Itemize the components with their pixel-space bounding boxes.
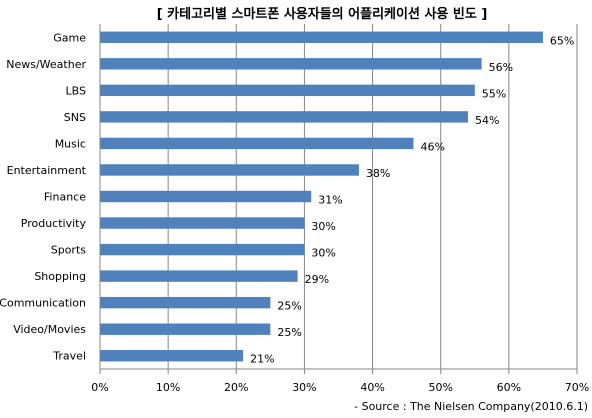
category-label: Sports: [51, 244, 87, 257]
bar: [100, 243, 305, 256]
x-tick-label: 50%: [428, 381, 452, 394]
bar: [100, 137, 414, 150]
category-label: LBS: [66, 84, 86, 97]
category-label: Communication: [0, 297, 86, 310]
value-label: 25%: [277, 326, 301, 339]
category-label: Video/Movies: [13, 323, 86, 336]
bar: [100, 350, 244, 362]
bar: [100, 323, 271, 335]
bars: [100, 31, 543, 362]
value-label: 54%: [475, 114, 499, 127]
category-label: Shopping: [34, 270, 86, 283]
category-label: Productivity: [21, 217, 87, 230]
value-label: 31%: [318, 194, 342, 207]
value-label: 56%: [489, 61, 513, 74]
category-label: Music: [55, 137, 86, 150]
category-label: Entertainment: [7, 164, 87, 177]
x-axis-tick-labels: 0% 10% 20% 30% 40% 50% 60% 70%: [91, 369, 589, 394]
bar: [100, 84, 475, 97]
category-label: News/Weather: [6, 58, 86, 71]
category-label: Finance: [44, 191, 86, 204]
x-tick-label: 10%: [156, 381, 180, 394]
value-labels: 65% 56% 55% 54% 46% 38% 31% 30% 30% 29% 25% 25% 21%: [250, 34, 574, 365]
value-label: 21%: [250, 353, 274, 366]
x-tick-label: 70%: [565, 381, 589, 394]
value-label: 55%: [482, 87, 506, 100]
bar: [100, 270, 298, 282]
bar: [100, 31, 543, 43]
value-label: 46%: [420, 140, 444, 153]
bar: [100, 217, 305, 229]
value-label: 29%: [305, 273, 329, 286]
x-tick-label: 30%: [292, 381, 316, 394]
bar: [100, 111, 468, 123]
bar: [100, 190, 312, 203]
bar: [100, 58, 482, 70]
x-tick-label: 60%: [497, 381, 521, 394]
x-tick-label: 20%: [224, 381, 248, 394]
bar: [100, 164, 359, 176]
chart-title: [ 카테고리별 스마트폰 사용자들의 어플리케이션 사용 빈도 ]: [157, 6, 488, 22]
value-label: 25%: [277, 300, 301, 313]
value-label: 30%: [311, 220, 335, 233]
value-label: 38%: [366, 167, 390, 180]
value-label: 65%: [550, 34, 574, 47]
category-label: SNS: [64, 111, 86, 124]
source-note: - Source : The Nielsen Company(2010.6.1): [354, 400, 588, 413]
category-labels: Game News/Weather LBS SNS Music Entertainment…: [0, 31, 87, 362]
category-label: Travel: [52, 350, 86, 363]
value-label: 30%: [311, 247, 335, 260]
x-tick-label: 0%: [91, 381, 108, 394]
x-tick-label: 40%: [360, 381, 384, 394]
category-label: Game: [53, 31, 86, 44]
bar: [100, 296, 271, 309]
